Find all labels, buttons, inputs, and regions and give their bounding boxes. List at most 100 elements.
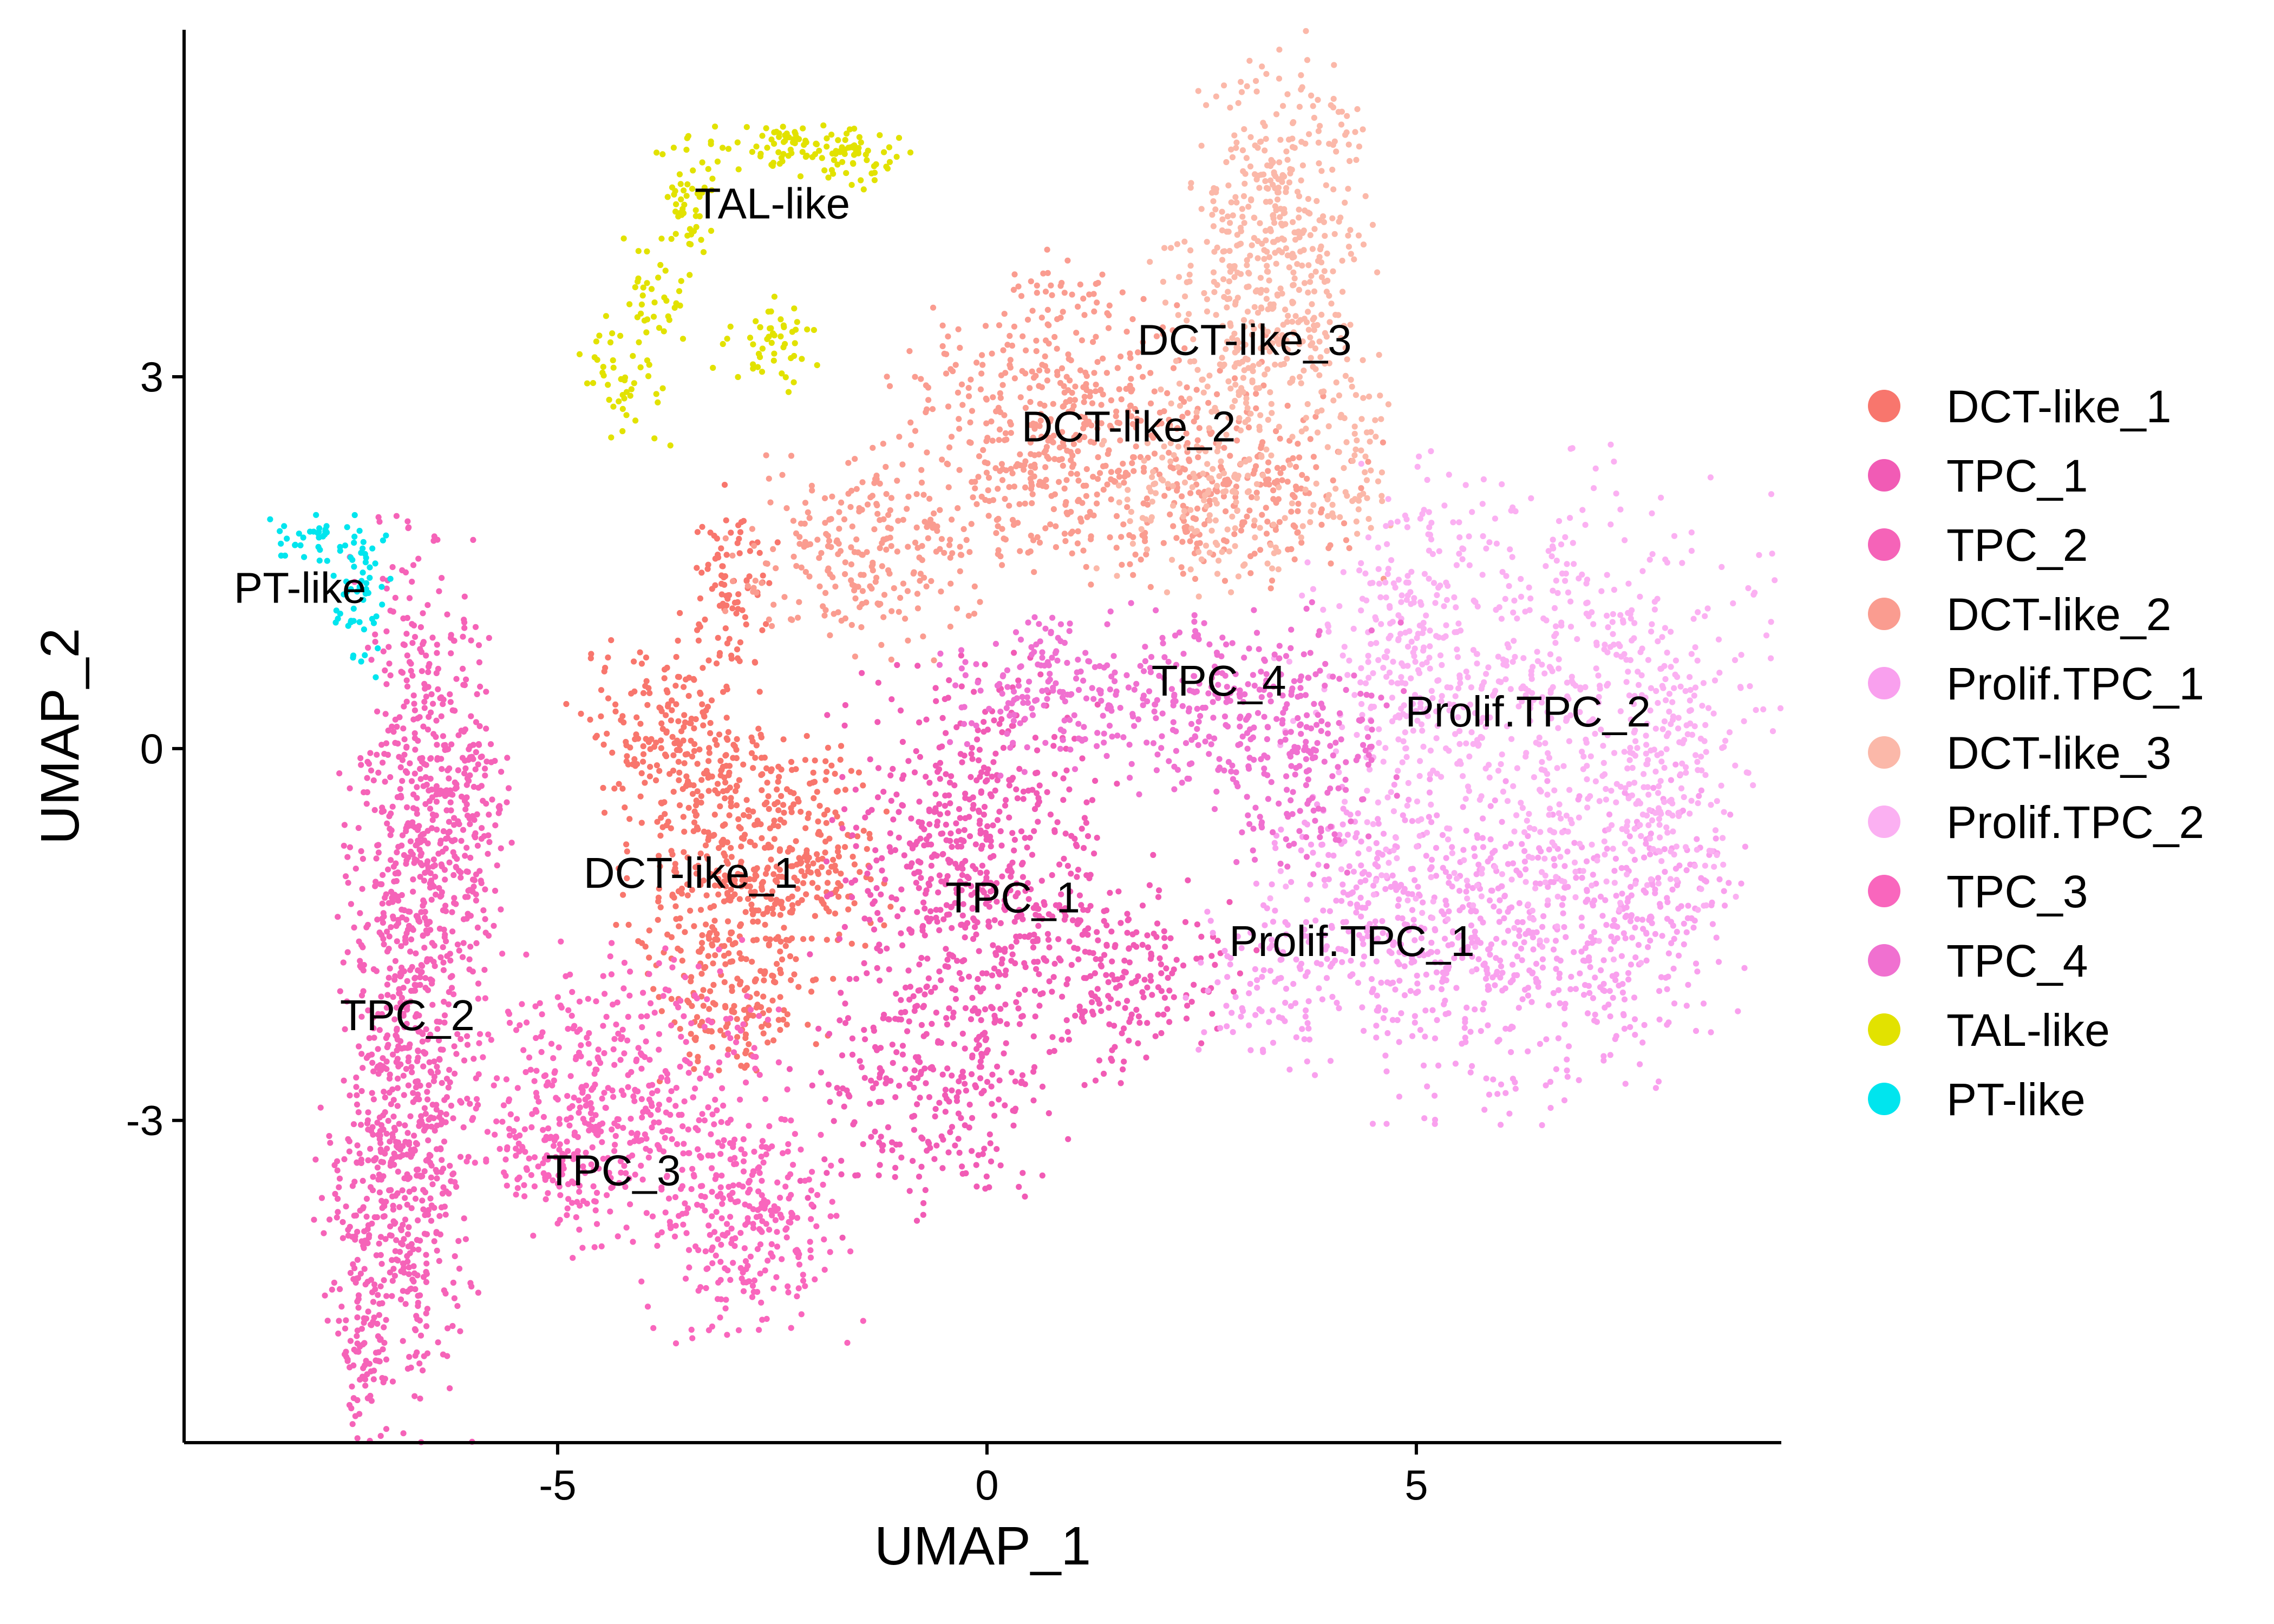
point [766, 942, 772, 948]
point [407, 948, 414, 955]
point [421, 878, 428, 884]
point [357, 755, 364, 762]
point [467, 854, 474, 861]
point [745, 895, 752, 902]
point [1361, 1027, 1367, 1034]
point [429, 980, 435, 987]
point [1006, 484, 1012, 490]
point [400, 1288, 406, 1294]
point [1341, 520, 1348, 527]
point [1108, 425, 1115, 431]
point [1192, 575, 1199, 582]
point [691, 677, 697, 683]
point [1053, 523, 1059, 529]
point [716, 1067, 722, 1073]
point [451, 638, 458, 644]
point [460, 1124, 467, 1131]
point [1083, 799, 1090, 806]
point [968, 376, 974, 383]
point [770, 546, 776, 553]
point [1097, 956, 1104, 962]
point [413, 1140, 420, 1147]
point [356, 938, 362, 945]
point [1426, 814, 1432, 820]
point [827, 891, 834, 898]
point [1113, 408, 1120, 415]
point [398, 943, 404, 949]
point [379, 804, 385, 811]
point [421, 698, 428, 705]
point [853, 824, 859, 831]
point [945, 484, 952, 490]
point [624, 848, 630, 855]
point [441, 998, 447, 1005]
point [783, 1021, 790, 1028]
point [343, 1317, 349, 1324]
point [370, 1376, 377, 1383]
point [955, 389, 961, 396]
point [1631, 856, 1638, 863]
point [758, 734, 764, 741]
point [699, 523, 705, 530]
point [1383, 1121, 1390, 1127]
point [1539, 964, 1546, 971]
point [813, 1041, 819, 1047]
point [487, 741, 494, 748]
point [697, 881, 704, 888]
point [1423, 853, 1429, 859]
point [420, 1206, 427, 1213]
point [735, 522, 742, 528]
point [1124, 504, 1131, 510]
point [1037, 671, 1044, 678]
point [1307, 436, 1314, 442]
point [808, 935, 815, 942]
point [918, 1134, 925, 1141]
point [859, 479, 866, 486]
point [1486, 986, 1492, 993]
point [428, 786, 435, 793]
point [999, 729, 1005, 736]
point [637, 721, 644, 727]
point [1421, 1115, 1428, 1122]
point [769, 997, 776, 1004]
point [395, 893, 401, 900]
point [480, 907, 487, 914]
point [1014, 795, 1021, 802]
point [906, 348, 913, 355]
point [839, 1052, 846, 1059]
point [1013, 786, 1020, 793]
point [1092, 777, 1099, 784]
point [723, 883, 729, 890]
point [407, 908, 413, 915]
point [758, 755, 764, 761]
point [389, 1257, 395, 1263]
point [1187, 490, 1194, 496]
point [404, 804, 410, 810]
point [369, 1059, 376, 1066]
point [1231, 988, 1237, 995]
point [825, 543, 831, 549]
point [395, 869, 401, 876]
point [1027, 439, 1034, 446]
point [901, 852, 907, 859]
point [1045, 455, 1052, 462]
point [471, 783, 477, 790]
point [1284, 479, 1291, 485]
point [1011, 375, 1018, 382]
point [411, 634, 419, 640]
point [853, 843, 859, 849]
point [428, 1162, 435, 1169]
point [420, 1367, 426, 1374]
point [401, 642, 408, 649]
point [749, 738, 756, 745]
point [438, 861, 445, 868]
point [345, 1227, 351, 1233]
point [793, 766, 799, 772]
point [1498, 1081, 1505, 1088]
point [1069, 291, 1075, 298]
point [387, 1232, 393, 1239]
point [1621, 996, 1628, 1003]
point [906, 997, 913, 1003]
point [644, 702, 651, 708]
point [692, 1034, 699, 1041]
